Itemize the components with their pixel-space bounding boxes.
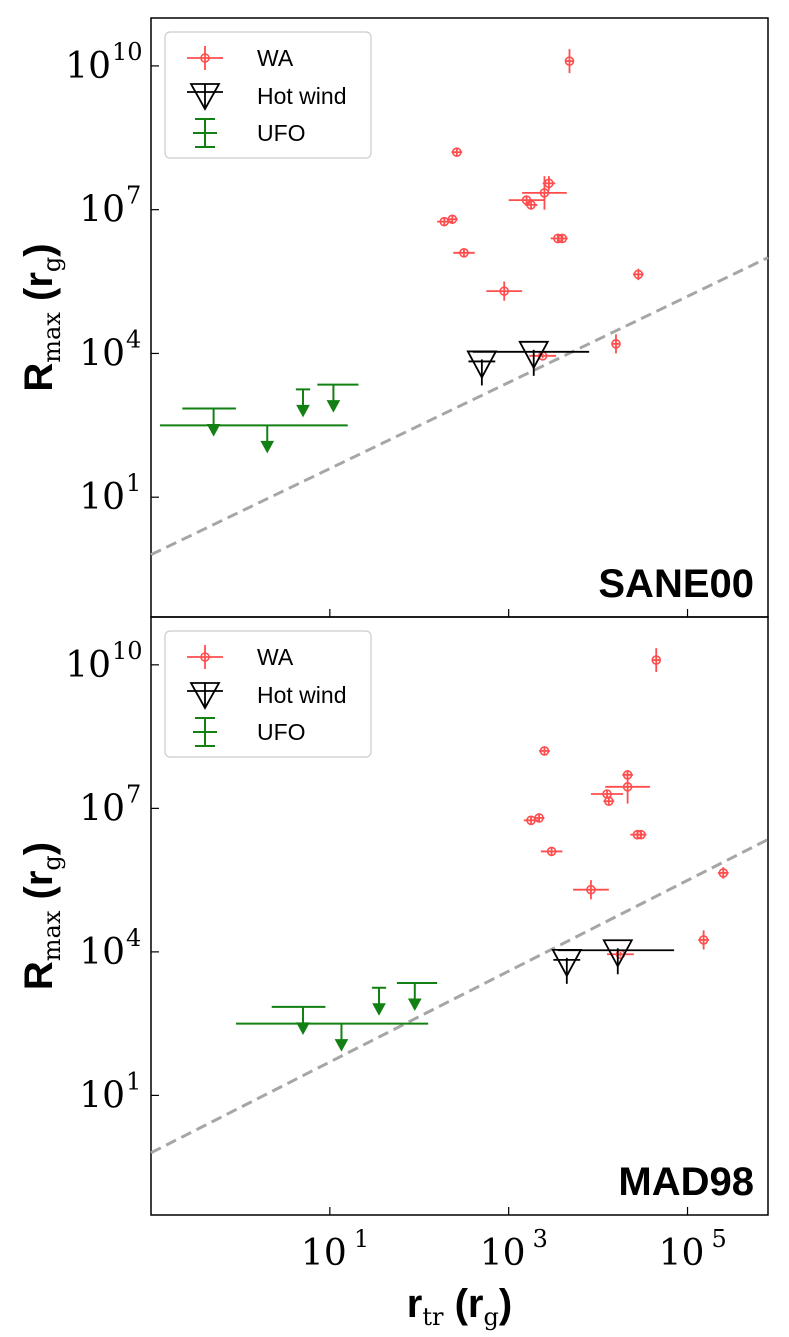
legend-box	[164, 31, 372, 159]
series-wa	[523, 648, 729, 960]
series-hot-wind	[551, 939, 675, 984]
legend-label: UFO	[257, 719, 306, 745]
series-ufo	[159, 383, 359, 454]
y-tick-exponent: 1	[126, 469, 141, 497]
y-axis-title-sub: max	[38, 910, 66, 961]
y-axis-title-main: R	[17, 363, 61, 392]
legend-label: WA	[257, 45, 294, 71]
y-tick-label: 10	[65, 645, 111, 686]
y-tick-label: 10	[79, 477, 125, 518]
y-axis-title-main: R	[17, 961, 61, 990]
y-axis-title-units-close: )	[17, 243, 61, 256]
wa-point	[526, 200, 536, 210]
x-axis-title-sub: tr	[422, 1303, 444, 1331]
wa-point	[499, 286, 510, 296]
wa-point	[633, 269, 644, 280]
x-axis-title-main: r	[407, 1282, 423, 1326]
y-axis-title-units-open: (r	[17, 272, 61, 312]
y-tick-exponent: 7	[126, 780, 141, 808]
ufo-limit-arrow	[372, 1003, 386, 1016]
ufo-limit-arrow	[407, 998, 422, 1012]
axis-titles: Rmax (rg)Rmax (rg)rtr (rg)	[17, 243, 512, 1331]
x-axis-title-units-close: )	[499, 1282, 512, 1326]
y-tick-exponent: 1	[126, 1067, 141, 1095]
wa-point	[534, 813, 544, 823]
x-axis-title-units-sub: g	[484, 1303, 499, 1331]
y-axis-title-units-open: (r	[17, 871, 61, 911]
ufo-limit-arrow	[334, 1039, 349, 1052]
plot-frame	[150, 616, 769, 1216]
series-wa	[437, 49, 644, 361]
wa-point	[622, 782, 633, 792]
ufo-limit-arrow	[296, 404, 310, 418]
wa-point	[718, 868, 729, 878]
series-hot-wind	[466, 340, 590, 386]
y-tick-label: 10	[79, 333, 125, 374]
wa-point	[586, 884, 596, 895]
y-tick-label: 10	[79, 788, 125, 829]
legend-wa-marker	[200, 53, 210, 63]
y-axis-title-units-sub: g	[38, 257, 66, 272]
legend-label: Hot wind	[257, 83, 346, 109]
y-tick-exponent: 10	[112, 38, 143, 66]
panel-label: SANE00	[598, 562, 754, 606]
x-tick-exponent: 5	[712, 1225, 727, 1253]
x-axis-title: rtr (rg)	[407, 1282, 512, 1331]
x-axis-title-units-open: (r	[444, 1282, 484, 1326]
y-tick-label: 10	[79, 190, 125, 231]
y-tick-label: 10	[79, 1075, 125, 1116]
legend-wa-marker	[200, 652, 210, 662]
panel-label: MAD98	[618, 1160, 754, 1204]
y-axis-title-units-close: )	[17, 842, 61, 855]
y-tick-exponent: 7	[126, 182, 141, 210]
x-tick-label: 10	[659, 1233, 705, 1274]
wa-point	[539, 746, 550, 756]
hot-wind-triangle	[602, 939, 634, 969]
x-tick-exponent: 1	[354, 1225, 369, 1253]
legend-label: Hot wind	[257, 682, 346, 708]
legend-box	[164, 630, 372, 758]
y-tick-exponent: 10	[112, 637, 143, 665]
wa-point	[651, 655, 662, 665]
wa-point	[452, 147, 462, 157]
wa-point	[636, 829, 646, 840]
dashed-reference-line	[150, 838, 769, 1155]
hot-wind-triangle	[518, 340, 550, 370]
wa-point	[447, 214, 458, 225]
dashed-reference-line	[150, 256, 769, 557]
legend: WA Hot wind UFO	[164, 31, 372, 159]
wa-point	[539, 188, 550, 198]
wa-point	[698, 935, 709, 945]
legend-label: WA	[257, 644, 294, 670]
x-tick-label: 10	[301, 1233, 347, 1274]
y-tick-label: 10	[79, 932, 125, 973]
y-tick-exponent: 4	[126, 924, 141, 952]
ufo-limit-arrow	[326, 400, 341, 413]
y-axis-title: Rmax (rg)	[17, 842, 66, 990]
y-tick-exponent: 4	[126, 325, 141, 353]
wa-point	[557, 233, 568, 244]
wa-point	[604, 796, 614, 806]
y-axis-title-units-sub: g	[38, 855, 66, 870]
y-axis-title: Rmax (rg)	[17, 243, 66, 391]
y-axis-title-sub: max	[38, 312, 66, 363]
wa-point	[611, 339, 621, 349]
wa-point	[564, 56, 575, 66]
ufo-limit-arrow	[260, 440, 275, 454]
x-tick-label: 10	[480, 1233, 526, 1274]
x-tick-exponent: 3	[533, 1225, 548, 1253]
y-tick-label: 10	[65, 46, 111, 87]
legend: WA Hot wind UFO	[164, 630, 372, 758]
wa-point	[546, 846, 557, 857]
series-ufo	[235, 981, 438, 1052]
wa-point	[459, 248, 469, 258]
legend-label: UFO	[257, 120, 306, 146]
